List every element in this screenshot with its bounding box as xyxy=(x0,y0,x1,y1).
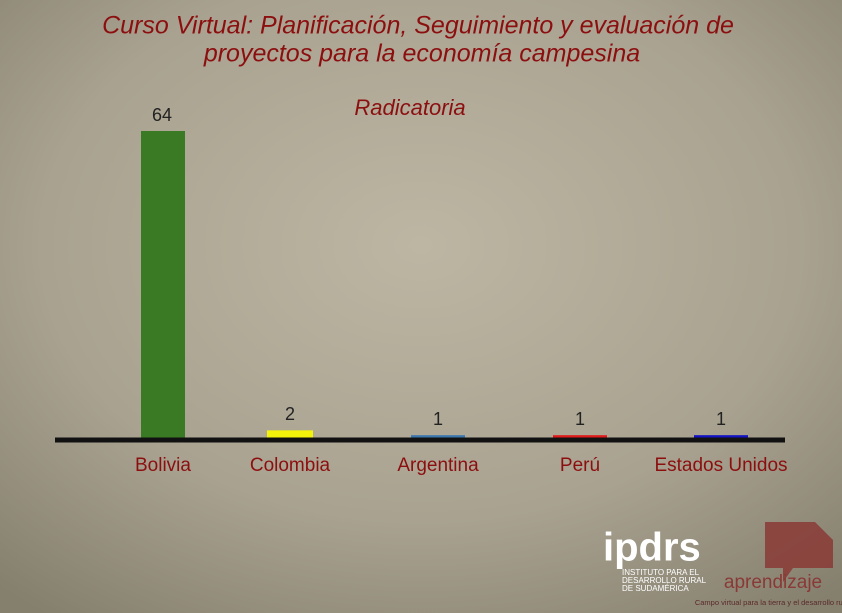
logo-caption: DE SUDAMÉRICA xyxy=(622,584,689,593)
logo-caption: DESARROLLO RURAL xyxy=(622,576,707,585)
x-tick-label: Colombia xyxy=(250,455,331,476)
ipdrs-logo: ipdrs INSTITUTO PARA EL DESARROLLO RURAL… xyxy=(603,526,707,594)
logo-caption: INSTITUTO PARA EL xyxy=(622,568,700,577)
logo-icon xyxy=(765,522,833,582)
title-line: proyectos para la economía campesina xyxy=(203,40,640,68)
value-label: 64 xyxy=(152,105,172,125)
value-label: 1 xyxy=(433,409,443,429)
value-label: 2 xyxy=(285,404,295,424)
logo-text: ipdrs xyxy=(603,526,701,570)
bar xyxy=(267,430,313,440)
x-tick-label: Bolivia xyxy=(135,455,191,476)
value-label: 1 xyxy=(716,409,726,429)
x-tick-label: Perú xyxy=(560,455,600,476)
logo-text: aprendizaje xyxy=(724,572,822,593)
title-line: Curso Virtual: Planificación, Seguimient… xyxy=(102,12,734,40)
value-label: 1 xyxy=(575,409,585,429)
plot: Bolivia 64 Colombia 2 Argentina 1 Perú 1 Estados… xyxy=(135,105,788,476)
bar xyxy=(141,131,185,440)
aprendizaje-logo: aprendizaje Campo virtual para la tierra… xyxy=(695,522,842,607)
logo-tagline: Campo virtual para la tierra y el desarr… xyxy=(695,598,842,607)
x-tick-label: Argentina xyxy=(397,455,479,476)
subtitle: Radicatoria xyxy=(354,95,465,120)
x-tick-label: Estados Unidos xyxy=(654,455,787,476)
